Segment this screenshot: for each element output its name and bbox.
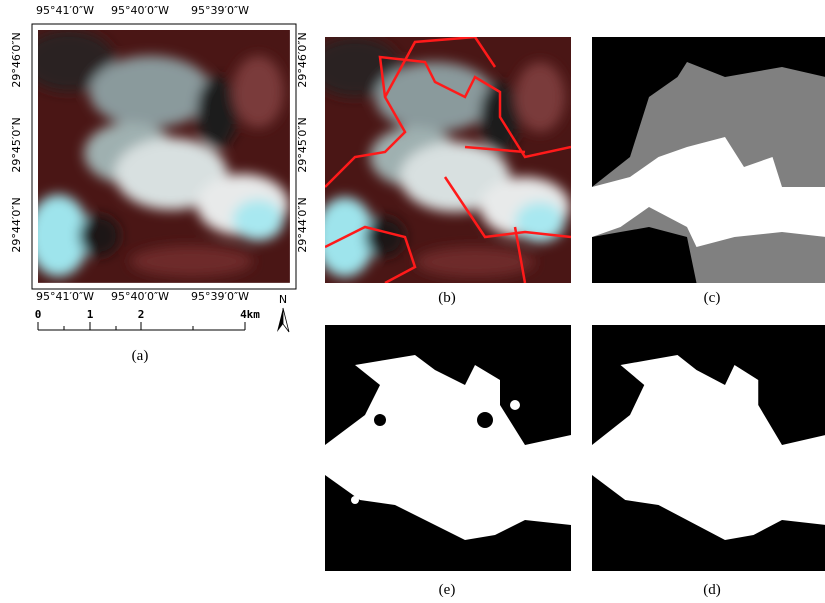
lon-label: 95°39′0″W [191,290,249,303]
scale-label: 1 [87,308,94,321]
class-map [592,37,825,283]
binary-mask [592,325,825,571]
lat-label: 29°46′0″N [10,32,23,87]
north-arrow [277,308,283,332]
north-label: N [279,293,287,306]
north-arrow [283,308,289,332]
lon-label: 95°39′0″W [191,4,249,17]
panel-a: 95°41′0″W 95°40′0″W 95°39′0″W 95°41′0″W … [10,4,309,364]
caption: (e) [439,582,456,598]
satellite-image [23,30,290,283]
panel-b: (b) [310,37,571,306]
lon-label: 95°41′0″W [36,290,94,303]
panel-d: (d) [592,325,825,598]
lon-label: 95°40′0″W [111,4,169,17]
lon-label: 95°41′0″W [36,4,94,17]
scale-bar [38,322,245,330]
caption: (b) [438,290,456,306]
lat-label: 29°45′0″N [296,117,309,172]
binary-mask [325,325,571,571]
lat-label: 29°44′0″N [10,197,23,252]
panel-e: (e) [325,325,571,598]
segmented-image [310,37,571,283]
caption: (c) [704,290,721,306]
scale-label: 4km [240,308,260,321]
lat-label: 29°45′0″N [10,117,23,172]
caption: (d) [703,582,721,598]
scale-label: 2 [138,308,145,321]
panel-c: (c) [592,37,825,306]
lon-label: 95°40′0″W [111,290,169,303]
scale-label: 0 [35,308,42,321]
page: 95°41′0″W 95°40′0″W 95°39′0″W 95°41′0″W … [0,0,825,603]
lat-label: 29°46′0″N [296,32,309,87]
lat-label: 29°44′0″N [296,197,309,252]
caption: (a) [132,348,149,364]
figure: 95°41′0″W 95°40′0″W 95°39′0″W 95°41′0″W … [0,0,825,603]
